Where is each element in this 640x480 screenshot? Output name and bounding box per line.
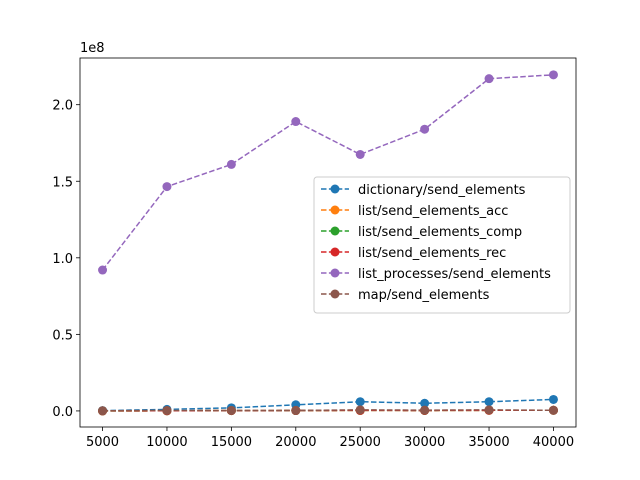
data-point xyxy=(355,149,365,159)
series-line xyxy=(102,409,554,412)
legend: dictionary/send_elements list/send_elemen… xyxy=(313,176,571,314)
x-axis: 5000 10000 15000 20000 25000 30000 35000 40000 xyxy=(86,427,574,450)
legend-entry: list/send_elements_comp xyxy=(321,225,522,240)
legend-marker xyxy=(330,247,340,257)
data-point xyxy=(226,159,236,169)
legend-label: list/send_elements_acc xyxy=(358,204,508,219)
y-tick-label: 2.0 xyxy=(52,99,73,114)
legend-label: dictionary/send_elements xyxy=(358,183,526,198)
data-point xyxy=(226,405,236,415)
data-point xyxy=(420,398,430,408)
legend-label: list_processes/send_elements xyxy=(358,267,551,282)
data-point xyxy=(98,406,108,416)
legend-entry: list/send_elements_rec xyxy=(321,246,506,261)
y-tick-label: 1.5 xyxy=(52,175,73,190)
legend-marker xyxy=(330,205,340,215)
series-line xyxy=(101,74,554,271)
x-tick-label: 25000 xyxy=(340,435,381,450)
legend-entry: list_processes/send_elements xyxy=(321,267,551,282)
y-offset-label: 1e8 xyxy=(80,41,105,56)
data-point xyxy=(355,397,365,407)
y-axis: 0.0 0.5 1.0 1.5 2.0 xyxy=(52,99,80,420)
legend-label: list/send_elements_rec xyxy=(358,246,506,261)
legend-marker xyxy=(330,226,340,236)
legend-box xyxy=(313,176,571,314)
data-point xyxy=(420,405,430,415)
y-tick-label: 1.0 xyxy=(52,252,73,267)
data-point xyxy=(548,70,558,80)
plot-frame xyxy=(79,57,577,428)
x-tick-label: 15000 xyxy=(211,435,252,450)
legend-entry: map/send_elements xyxy=(321,288,490,303)
y-tick-label: 0.5 xyxy=(52,328,73,343)
data-point xyxy=(484,74,494,84)
x-tick-label: 20000 xyxy=(275,435,316,450)
x-tick-label: 5000 xyxy=(86,435,119,450)
data-point xyxy=(484,405,494,415)
data-point xyxy=(484,397,494,407)
legend-entry: list/send_elements_acc xyxy=(321,204,508,219)
data-point xyxy=(548,405,558,415)
plot-lines xyxy=(98,70,558,416)
legend-marker xyxy=(330,289,340,299)
legend-label: list/send_elements_comp xyxy=(358,225,522,240)
x-tick-label: 35000 xyxy=(468,435,509,450)
series-4 xyxy=(98,70,558,275)
x-tick-label: 30000 xyxy=(404,435,445,450)
x-tick-label: 40000 xyxy=(533,435,574,450)
data-point xyxy=(355,405,365,415)
legend-marker xyxy=(330,184,340,194)
data-point xyxy=(98,265,108,275)
legend-entry: dictionary/send_elements xyxy=(321,183,526,198)
data-point xyxy=(162,182,172,192)
data-point xyxy=(420,124,430,134)
data-point xyxy=(291,405,301,415)
series-5 xyxy=(98,405,558,416)
data-point xyxy=(291,117,301,127)
series-line xyxy=(102,398,554,412)
legend-label: map/send_elements xyxy=(358,288,490,303)
data-point xyxy=(548,394,558,404)
legend-marker xyxy=(330,268,340,278)
y-tick-label: 0.0 xyxy=(52,405,73,420)
data-point xyxy=(162,405,172,415)
x-tick-label: 10000 xyxy=(146,435,187,450)
